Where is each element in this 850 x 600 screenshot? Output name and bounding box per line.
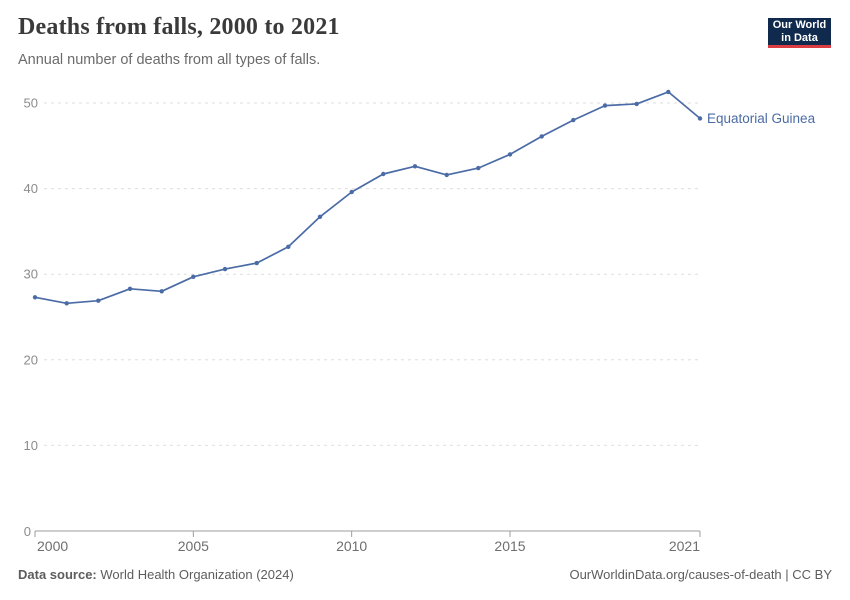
x-tick-label-2010: 2010 bbox=[336, 538, 367, 554]
data-source-label: Data source: bbox=[18, 567, 97, 582]
data-point-2012[interactable] bbox=[412, 164, 418, 169]
y-tick-label-0: 0 bbox=[24, 524, 31, 539]
chart-footer: Data source: World Health Organization (… bbox=[18, 567, 832, 582]
y-tick-label-40: 40 bbox=[24, 181, 38, 196]
y-tick-label-30: 30 bbox=[24, 267, 38, 282]
data-point-2005[interactable] bbox=[191, 274, 196, 279]
data-point-2000[interactable] bbox=[32, 295, 38, 300]
data-point-2021[interactable] bbox=[697, 116, 703, 121]
data-point-2015[interactable] bbox=[507, 152, 513, 157]
owid-logo-line2: in Data bbox=[781, 31, 818, 44]
data-source: Data source: World Health Organization (… bbox=[18, 567, 294, 582]
data-point-2019[interactable] bbox=[634, 101, 639, 107]
data-point-2008[interactable] bbox=[286, 244, 291, 249]
x-tick-label-2005: 2005 bbox=[178, 538, 209, 554]
data-point-2003[interactable] bbox=[127, 286, 133, 291]
data-point-2004[interactable] bbox=[159, 289, 164, 294]
chart-title: Deaths from falls, 2000 to 2021 bbox=[18, 14, 340, 40]
chart-subtitle: Annual number of deaths from all types o… bbox=[18, 52, 321, 68]
x-tick-label-2000: 2000 bbox=[37, 538, 68, 554]
series-line[interactable] bbox=[34, 91, 701, 305]
data-point-2020[interactable] bbox=[666, 89, 671, 95]
data-source-value: World Health Organization (2024) bbox=[100, 567, 294, 582]
y-tick-label-50: 50 bbox=[24, 96, 38, 111]
data-point-2002[interactable] bbox=[96, 298, 101, 303]
y-tick-label-20: 20 bbox=[24, 352, 38, 367]
data-point-2007[interactable] bbox=[254, 260, 259, 266]
x-tick-label-2021: 2021 bbox=[669, 538, 700, 554]
data-point-2010[interactable] bbox=[349, 189, 354, 195]
owid-logo[interactable]: Our World in Data bbox=[768, 18, 831, 48]
data-point-2014[interactable] bbox=[476, 165, 481, 171]
license-note[interactable]: OurWorldinData.org/causes-of-death | CC … bbox=[569, 567, 832, 582]
data-point-2001[interactable] bbox=[64, 301, 69, 306]
data-point-2016[interactable] bbox=[539, 134, 544, 139]
data-point-2018[interactable] bbox=[602, 103, 608, 108]
data-point-2006[interactable] bbox=[222, 266, 228, 272]
owid-logo-line1: Our World bbox=[772, 18, 827, 31]
x-tick-label-2015: 2015 bbox=[494, 538, 525, 554]
data-point-2017[interactable] bbox=[571, 117, 576, 123]
data-point-2011[interactable] bbox=[381, 171, 386, 177]
y-tick-label-10: 10 bbox=[24, 438, 38, 453]
data-point-2013[interactable] bbox=[444, 172, 449, 178]
series-label[interactable]: Equatorial Guinea bbox=[707, 111, 816, 126]
data-point-2009[interactable] bbox=[317, 214, 323, 219]
